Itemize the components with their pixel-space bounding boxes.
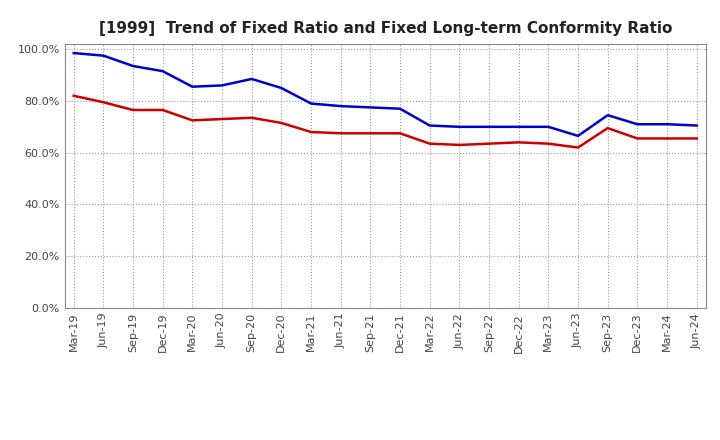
Fixed Long-term Conformity Ratio (514, 140, 523, 145)
Fixed Ratio (426, 123, 434, 128)
Fixed Ratio (455, 124, 464, 129)
Fixed Ratio (336, 103, 345, 109)
Fixed Long-term Conformity Ratio (99, 99, 108, 105)
Fixed Ratio (603, 113, 612, 118)
Fixed Long-term Conformity Ratio (307, 129, 315, 135)
Fixed Ratio (514, 124, 523, 129)
Fixed Long-term Conformity Ratio (603, 125, 612, 131)
Fixed Long-term Conformity Ratio (633, 136, 642, 141)
Fixed Ratio (129, 63, 138, 69)
Fixed Ratio (158, 69, 167, 74)
Fixed Long-term Conformity Ratio (662, 136, 671, 141)
Fixed Ratio (69, 51, 78, 56)
Fixed Ratio (574, 133, 582, 139)
Fixed Ratio (633, 121, 642, 127)
Fixed Ratio (662, 121, 671, 127)
Title: [1999]  Trend of Fixed Ratio and Fixed Long-term Conformity Ratio: [1999] Trend of Fixed Ratio and Fixed Lo… (99, 21, 672, 36)
Fixed Long-term Conformity Ratio (455, 142, 464, 147)
Fixed Long-term Conformity Ratio (69, 93, 78, 99)
Fixed Ratio (366, 105, 374, 110)
Fixed Ratio (693, 123, 701, 128)
Fixed Long-term Conformity Ratio (396, 131, 405, 136)
Fixed Ratio (188, 84, 197, 89)
Fixed Long-term Conformity Ratio (129, 107, 138, 113)
Fixed Ratio (248, 76, 256, 81)
Fixed Long-term Conformity Ratio (485, 141, 493, 146)
Fixed Long-term Conformity Ratio (336, 131, 345, 136)
Fixed Long-term Conformity Ratio (544, 141, 553, 146)
Fixed Long-term Conformity Ratio (248, 115, 256, 121)
Fixed Long-term Conformity Ratio (158, 107, 167, 113)
Fixed Long-term Conformity Ratio (426, 141, 434, 146)
Fixed Long-term Conformity Ratio (366, 131, 374, 136)
Fixed Ratio (544, 124, 553, 129)
Fixed Ratio (396, 106, 405, 111)
Fixed Long-term Conformity Ratio (277, 120, 286, 125)
Fixed Ratio (485, 124, 493, 129)
Fixed Long-term Conformity Ratio (188, 118, 197, 123)
Fixed Long-term Conformity Ratio (574, 145, 582, 150)
Fixed Long-term Conformity Ratio (217, 117, 226, 122)
Line: Fixed Long-term Conformity Ratio: Fixed Long-term Conformity Ratio (73, 96, 697, 147)
Fixed Ratio (99, 53, 108, 58)
Fixed Ratio (217, 83, 226, 88)
Fixed Ratio (277, 85, 286, 91)
Line: Fixed Ratio: Fixed Ratio (73, 53, 697, 136)
Fixed Long-term Conformity Ratio (693, 136, 701, 141)
Fixed Ratio (307, 101, 315, 106)
